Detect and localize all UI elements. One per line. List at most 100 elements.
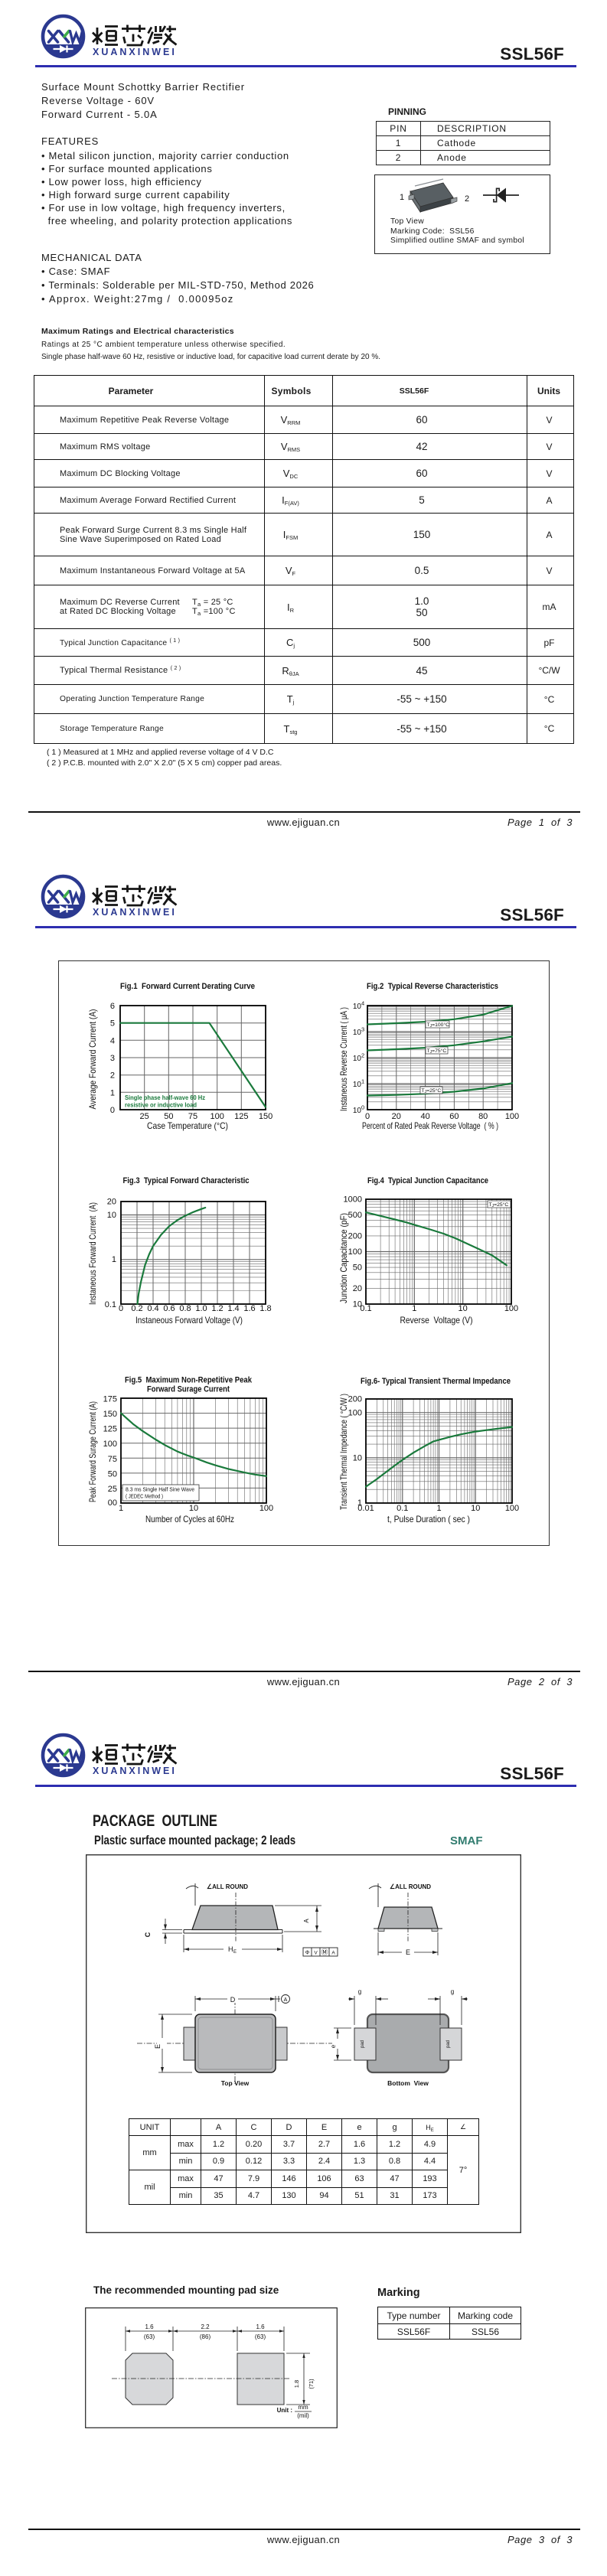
svg-text:8.3 ms Single Half Sine Wave: 8.3 ms Single Half Sine Wave (126, 1486, 194, 1493)
svg-text:0.4: 0.4 (147, 1304, 158, 1313)
svg-text:0.01: 0.01 (357, 1504, 374, 1513)
svg-text:H: H (228, 1945, 233, 1953)
svg-text:1.6: 1.6 (243, 1304, 255, 1313)
svg-text:D: D (230, 1996, 236, 2004)
svg-text:10: 10 (353, 1453, 362, 1462)
svg-text:10: 10 (353, 1300, 362, 1309)
svg-text:150: 150 (103, 1410, 117, 1419)
svg-text:1.4: 1.4 (227, 1304, 239, 1313)
svg-text:2: 2 (465, 194, 469, 204)
svg-text:1: 1 (112, 1255, 116, 1264)
svg-text:500: 500 (348, 1211, 362, 1220)
svg-text:125: 125 (234, 1112, 248, 1121)
svg-text:Instaneous Reverse Current ( μ: Instaneous Reverse Current ( μA ) (338, 1007, 349, 1111)
svg-text:00: 00 (108, 1498, 117, 1508)
svg-text:TJ=25°C: TJ=25°C (422, 1087, 442, 1094)
svg-text:125: 125 (103, 1425, 117, 1434)
svg-text:100: 100 (504, 1304, 518, 1313)
svg-text:4: 4 (110, 1036, 115, 1045)
svg-text:150: 150 (259, 1112, 272, 1121)
svg-text:1: 1 (400, 193, 404, 202)
svg-text:80: 80 (478, 1112, 488, 1121)
svg-text:10: 10 (189, 1504, 198, 1513)
svg-text:10: 10 (459, 1304, 468, 1313)
svg-text:75: 75 (108, 1455, 117, 1464)
svg-text:75: 75 (188, 1112, 197, 1121)
svg-text:1.6: 1.6 (145, 2323, 154, 2330)
svg-text:0: 0 (110, 1106, 115, 1115)
svg-text:0.1: 0.1 (360, 1304, 371, 1313)
svg-text:Fig.5 Maximum Non-Repetitive: Fig.5 Maximum Non-Repetitive Peak (125, 1376, 253, 1385)
svg-text:Fig.2 Typical Reverse Charact: Fig.2 Typical Reverse Characteristics (367, 982, 498, 991)
svg-text:175: 175 (103, 1395, 117, 1404)
svg-text:50: 50 (164, 1112, 173, 1121)
svg-text:0.2: 0.2 (131, 1304, 142, 1313)
svg-text:2.2: 2.2 (201, 2323, 210, 2330)
svg-text:(63): (63) (255, 2333, 266, 2340)
svg-text:g: g (358, 1988, 361, 1995)
svg-text:Percent of Rated Peak Reverse: Percent of Rated Peak Reverse Voltage ( … (362, 1120, 498, 1131)
svg-text:20: 20 (392, 1112, 401, 1121)
svg-text:25: 25 (108, 1485, 117, 1494)
svg-text:0: 0 (365, 1112, 370, 1121)
svg-text:3: 3 (110, 1054, 115, 1063)
svg-text:1: 1 (436, 1504, 441, 1513)
svg-text:0.1: 0.1 (397, 1504, 408, 1513)
svg-text:A: A (331, 1951, 335, 1956)
svg-text:10: 10 (107, 1211, 116, 1220)
svg-text:(mil): (mil) (297, 2412, 309, 2419)
svg-text:2: 2 (361, 1052, 364, 1059)
svg-text:Bottom View: Bottom View (387, 2079, 429, 2087)
svg-text:e: e (330, 2044, 337, 2048)
svg-text:g: g (451, 1988, 454, 1995)
svg-text:mm: mm (298, 2404, 308, 2411)
svg-text:40: 40 (420, 1112, 429, 1121)
svg-text:5: 5 (110, 1019, 115, 1029)
svg-text:Ⓜ: Ⓜ (321, 1948, 328, 1956)
svg-text:0.1: 0.1 (105, 1300, 116, 1309)
svg-text:1.8: 1.8 (259, 1304, 271, 1313)
svg-text:50: 50 (108, 1469, 117, 1479)
svg-text:Fig.6- Typical Transient Therm: Fig.6- Typical Transient Thermal Impedan… (361, 1377, 511, 1386)
svg-text:(86): (86) (200, 2333, 211, 2340)
svg-text:XUANXINWEI: XUANXINWEI (93, 47, 177, 57)
svg-text:1.8: 1.8 (293, 2380, 300, 2388)
svg-text:t, Pulse Duration ( sec ): t, Pulse Duration ( sec ) (387, 1514, 470, 1524)
svg-text:Transient Thermal Impedance (: Transient Thermal Impedance ( °C/W ) (338, 1394, 349, 1510)
svg-text:pad: pad (446, 2040, 451, 2048)
svg-text:25: 25 (140, 1112, 149, 1121)
svg-text:200: 200 (348, 1231, 362, 1241)
svg-text:Average Forward Current (A): Average Forward Current (A) (87, 1009, 98, 1109)
svg-text:10: 10 (353, 1003, 362, 1011)
svg-text:resistive or inductive load: resistive or inductive load (125, 1101, 197, 1109)
svg-text:Fig.3 Typical Forward Charact: Fig.3 Typical Forward Characteristic (123, 1176, 250, 1185)
svg-text:Number of Cycles at 60Hz: Number of Cycles at 60Hz (145, 1514, 234, 1524)
svg-text:C: C (144, 1932, 152, 1937)
svg-text:100: 100 (505, 1112, 519, 1121)
svg-text:Unit :: Unit : (277, 2407, 292, 2414)
svg-text:Fig.4 Typical Junction Capaci: Fig.4 Typical Junction Capacitance (367, 1176, 488, 1185)
svg-text:E: E (154, 2044, 162, 2049)
svg-text:Reverse Voltage (V): Reverse Voltage (V) (400, 1315, 473, 1325)
svg-text:50: 50 (353, 1264, 362, 1273)
svg-text:pad: pad (361, 2040, 365, 2048)
svg-text:(63): (63) (144, 2333, 155, 2340)
svg-text:TJ=75°C: TJ=75°C (427, 1048, 447, 1055)
svg-text:XUANXINWEI: XUANXINWEI (93, 907, 177, 918)
svg-text:V: V (314, 1951, 318, 1956)
svg-text:1.0: 1.0 (195, 1304, 207, 1313)
svg-text:E: E (406, 1948, 410, 1956)
svg-text:10: 10 (353, 1107, 362, 1115)
svg-text:A: A (284, 1997, 288, 2003)
svg-text:Forward Surage Current: Forward Surage Current (147, 1385, 230, 1394)
svg-text:XUANXINWEI: XUANXINWEI (93, 1766, 177, 1776)
svg-text:100: 100 (103, 1440, 117, 1449)
svg-text:100: 100 (505, 1504, 519, 1513)
svg-text:Instaneous Forward Current (A: Instaneous Forward Current (A) (87, 1202, 98, 1305)
svg-text:100: 100 (259, 1504, 273, 1513)
svg-text:200: 200 (348, 1395, 362, 1404)
svg-text:0.6: 0.6 (163, 1304, 175, 1313)
svg-text:1: 1 (361, 1078, 364, 1085)
svg-text:20: 20 (353, 1284, 362, 1293)
svg-text:10: 10 (353, 1055, 362, 1063)
